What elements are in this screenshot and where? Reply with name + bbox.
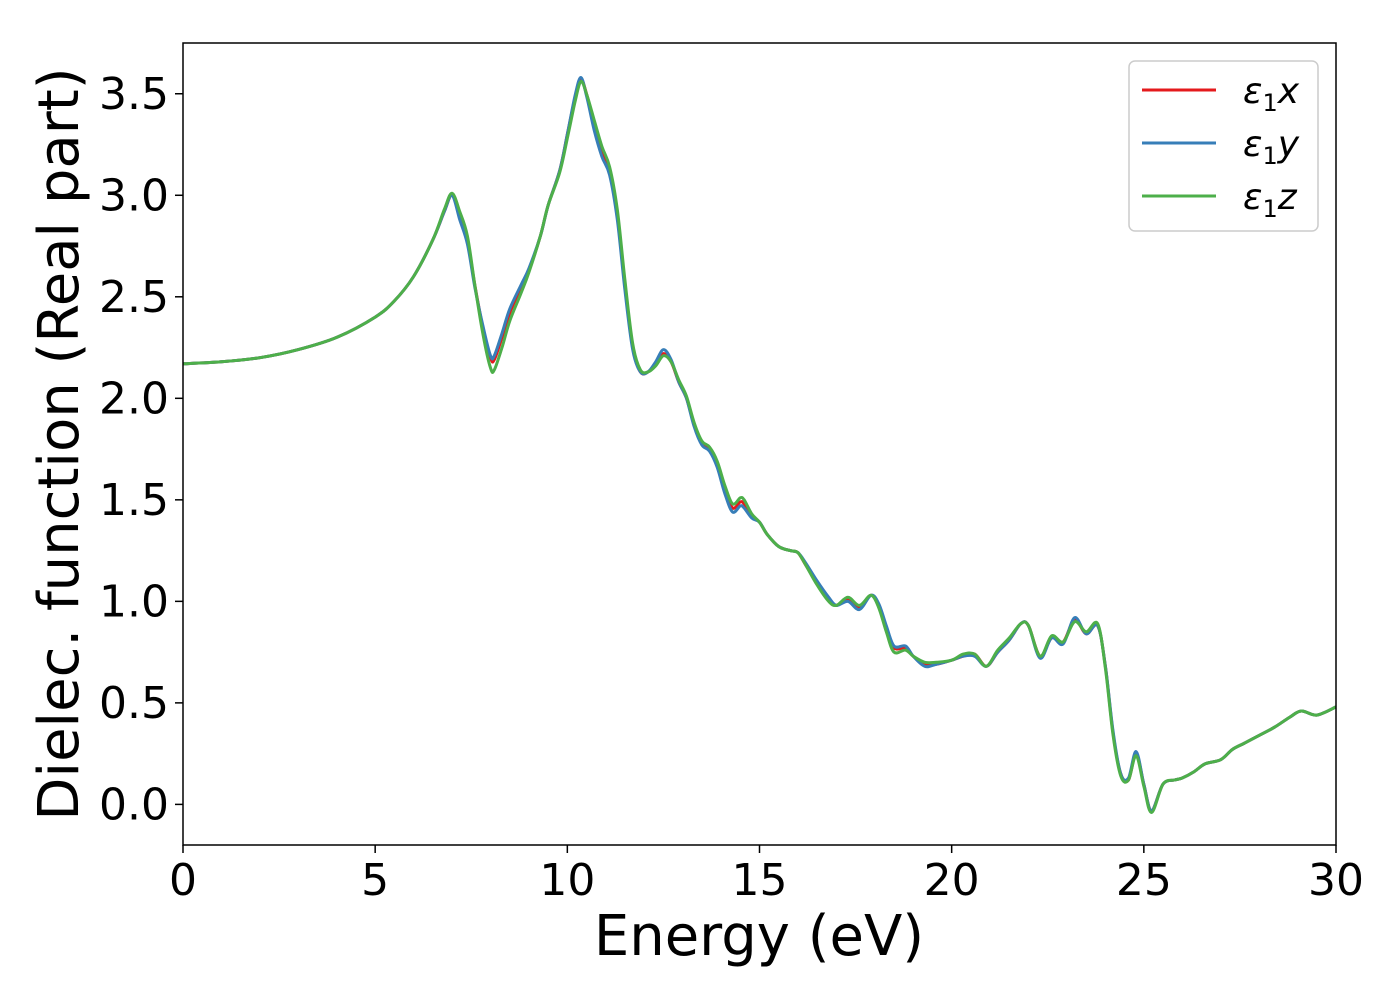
y-tick-label: 3.0: [99, 170, 169, 221]
x-tick-label: 10: [539, 855, 595, 906]
legend-label-z: ε1z: [1243, 177, 1298, 223]
x-axis-title: Energy (eV): [594, 904, 924, 969]
y-axis-title: Dielec. function (Real part): [27, 67, 92, 820]
y-tick-label: 1.5: [99, 475, 169, 526]
x-axis-ticks: 0 5 10 15 20 25 30: [169, 845, 1364, 906]
y-tick-label: 0.5: [99, 678, 169, 729]
legend-box: [1128, 60, 1319, 232]
y-axis-ticks: 0.0 0.5 1.0 1.5 2.0 2.5 3.0 3.5: [99, 69, 183, 830]
x-tick-label: 20: [924, 855, 980, 906]
series-layer: [182, 76, 1337, 814]
x-tick-label: 25: [1116, 855, 1172, 906]
legend-label-x: ε1x: [1243, 71, 1300, 117]
series-line-z: [182, 79, 1337, 814]
x-tick-label: 15: [732, 855, 788, 906]
y-tick-label: 2.5: [99, 272, 169, 323]
x-tick-label: 5: [361, 855, 389, 906]
legend-label-y: ε1y: [1243, 124, 1300, 170]
y-tick-label: 1.0: [99, 576, 169, 627]
y-tick-label: 3.5: [99, 69, 169, 120]
x-tick-label: 30: [1308, 855, 1364, 906]
legend: ε1x ε1y ε1z: [1128, 60, 1319, 232]
y-tick-label: 2.0: [99, 373, 169, 424]
y-tick-label: 0.0: [99, 779, 169, 830]
x-tick-label: 0: [169, 855, 197, 906]
